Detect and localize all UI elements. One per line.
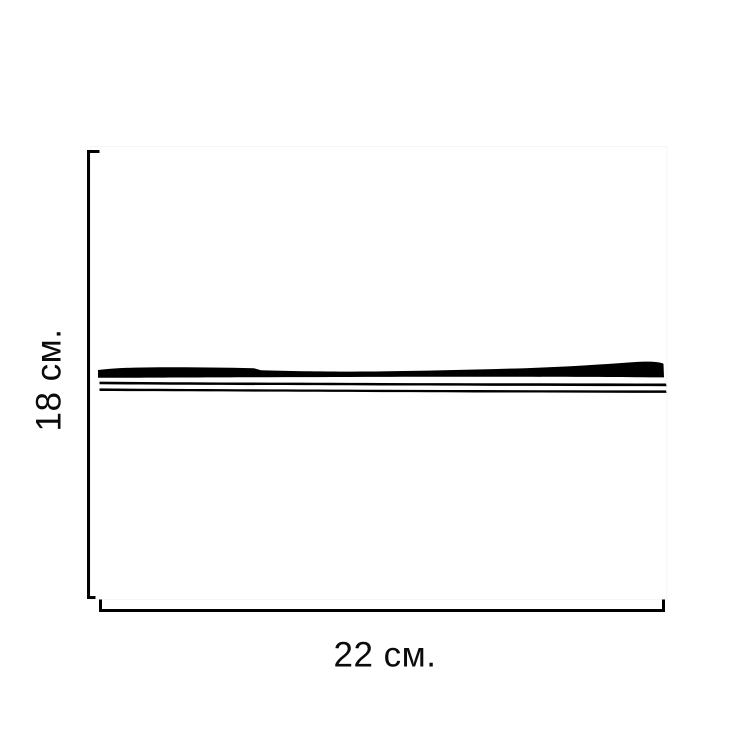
width-dimension-bracket — [99, 599, 665, 612]
photo-edge-outline — [90, 146, 668, 600]
width-dimension-label: 22 см. — [333, 635, 437, 675]
product-seam-line-lower — [99, 388, 667, 393]
height-dimension-label: 18 см. — [29, 328, 69, 432]
product-seam-line-upper — [99, 381, 667, 387]
product-thick-edge — [98, 361, 664, 378]
height-dimension-bracket — [87, 150, 100, 599]
